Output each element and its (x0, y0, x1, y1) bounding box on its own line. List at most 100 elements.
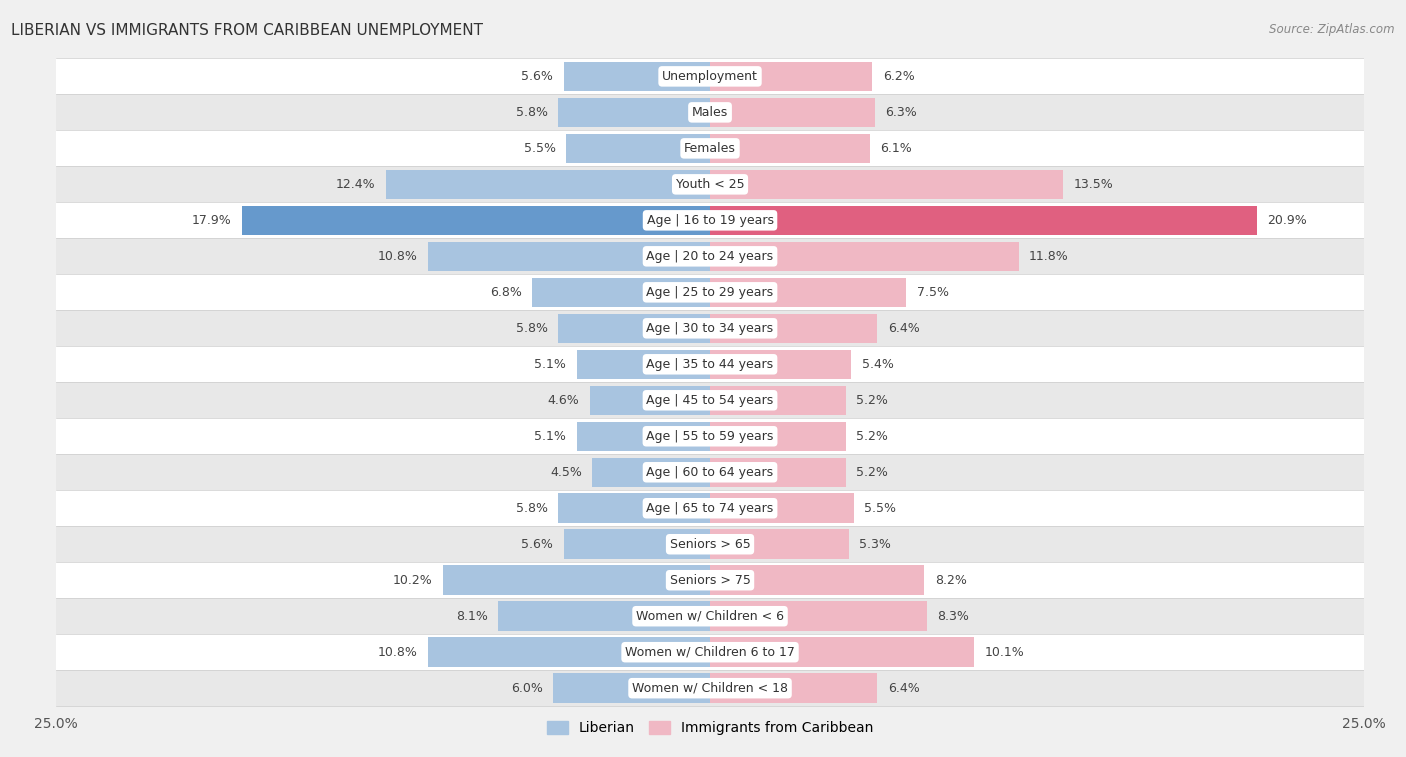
Bar (710, 350, 851, 379)
Text: Age | 35 to 44 years: Age | 35 to 44 years (647, 358, 773, 371)
Text: 6.0%: 6.0% (510, 682, 543, 695)
Bar (56, 382, 1364, 419)
Text: 5.8%: 5.8% (516, 502, 548, 515)
Text: Women w/ Children < 6: Women w/ Children < 6 (636, 609, 785, 623)
Bar (710, 170, 1063, 199)
Bar (592, 457, 710, 487)
Bar (710, 494, 853, 523)
Text: 5.2%: 5.2% (856, 394, 889, 407)
Text: 5.8%: 5.8% (516, 106, 548, 119)
Text: 10.2%: 10.2% (394, 574, 433, 587)
Bar (589, 385, 710, 415)
Bar (56, 274, 1364, 310)
Text: 4.6%: 4.6% (547, 394, 579, 407)
Bar (710, 602, 927, 631)
Bar (56, 598, 1364, 634)
Text: 6.2%: 6.2% (883, 70, 914, 83)
Text: 5.2%: 5.2% (856, 466, 889, 478)
Text: 6.4%: 6.4% (887, 682, 920, 695)
Bar (533, 278, 710, 307)
Text: 6.1%: 6.1% (880, 142, 911, 155)
Bar (710, 61, 872, 91)
Text: Age | 16 to 19 years: Age | 16 to 19 years (647, 213, 773, 227)
Bar (710, 637, 974, 667)
Bar (56, 167, 1364, 202)
Text: Women w/ Children < 18: Women w/ Children < 18 (633, 682, 787, 695)
Text: 5.5%: 5.5% (865, 502, 896, 515)
Bar (56, 202, 1364, 238)
Bar (558, 98, 710, 127)
Text: 8.1%: 8.1% (456, 609, 488, 623)
Text: 5.8%: 5.8% (516, 322, 548, 335)
Bar (710, 422, 846, 451)
Text: 10.1%: 10.1% (984, 646, 1025, 659)
Bar (498, 602, 710, 631)
Bar (56, 562, 1364, 598)
Bar (56, 238, 1364, 274)
Bar (56, 346, 1364, 382)
Bar (553, 674, 710, 703)
Text: 5.4%: 5.4% (862, 358, 894, 371)
Bar (443, 565, 710, 595)
Text: 10.8%: 10.8% (377, 646, 418, 659)
Bar (564, 61, 710, 91)
Text: Age | 30 to 34 years: Age | 30 to 34 years (647, 322, 773, 335)
Text: Age | 45 to 54 years: Age | 45 to 54 years (647, 394, 773, 407)
Bar (710, 241, 1018, 271)
Bar (242, 206, 710, 235)
Text: LIBERIAN VS IMMIGRANTS FROM CARIBBEAN UNEMPLOYMENT: LIBERIAN VS IMMIGRANTS FROM CARIBBEAN UN… (11, 23, 484, 38)
Text: Females: Females (685, 142, 735, 155)
Text: 10.8%: 10.8% (377, 250, 418, 263)
Text: Seniors > 65: Seniors > 65 (669, 537, 751, 551)
Text: Age | 60 to 64 years: Age | 60 to 64 years (647, 466, 773, 478)
Text: Age | 20 to 24 years: Age | 20 to 24 years (647, 250, 773, 263)
Text: 6.4%: 6.4% (887, 322, 920, 335)
Text: 5.3%: 5.3% (859, 537, 891, 551)
Text: 5.6%: 5.6% (522, 70, 553, 83)
Bar (576, 422, 710, 451)
Text: 4.5%: 4.5% (550, 466, 582, 478)
Bar (710, 313, 877, 343)
Bar (56, 130, 1364, 167)
Text: 11.8%: 11.8% (1029, 250, 1069, 263)
Bar (385, 170, 710, 199)
Bar (56, 454, 1364, 491)
Text: 5.2%: 5.2% (856, 430, 889, 443)
Bar (56, 58, 1364, 95)
Bar (567, 133, 710, 163)
Text: Age | 25 to 29 years: Age | 25 to 29 years (647, 286, 773, 299)
Text: Age | 55 to 59 years: Age | 55 to 59 years (647, 430, 773, 443)
Bar (56, 670, 1364, 706)
Text: 7.5%: 7.5% (917, 286, 949, 299)
Bar (427, 241, 710, 271)
Bar (558, 313, 710, 343)
Text: 5.1%: 5.1% (534, 358, 567, 371)
Text: 5.6%: 5.6% (522, 537, 553, 551)
Text: Seniors > 75: Seniors > 75 (669, 574, 751, 587)
Bar (576, 350, 710, 379)
Bar (710, 278, 905, 307)
Text: 5.1%: 5.1% (534, 430, 567, 443)
Text: Youth < 25: Youth < 25 (676, 178, 744, 191)
Bar (710, 529, 849, 559)
Text: 6.8%: 6.8% (489, 286, 522, 299)
Text: 5.5%: 5.5% (524, 142, 555, 155)
Bar (710, 457, 846, 487)
Text: 8.2%: 8.2% (935, 574, 967, 587)
Bar (56, 419, 1364, 454)
Text: 6.3%: 6.3% (886, 106, 917, 119)
Bar (710, 206, 1257, 235)
Text: Women w/ Children 6 to 17: Women w/ Children 6 to 17 (626, 646, 794, 659)
Text: 13.5%: 13.5% (1074, 178, 1114, 191)
Bar (710, 674, 877, 703)
Bar (710, 133, 869, 163)
Bar (558, 494, 710, 523)
Text: 17.9%: 17.9% (191, 213, 232, 227)
Bar (427, 637, 710, 667)
Text: Unemployment: Unemployment (662, 70, 758, 83)
Bar (710, 385, 846, 415)
Legend: Liberian, Immigrants from Caribbean: Liberian, Immigrants from Caribbean (541, 716, 879, 741)
Bar (56, 634, 1364, 670)
Text: 20.9%: 20.9% (1267, 213, 1306, 227)
Bar (56, 526, 1364, 562)
